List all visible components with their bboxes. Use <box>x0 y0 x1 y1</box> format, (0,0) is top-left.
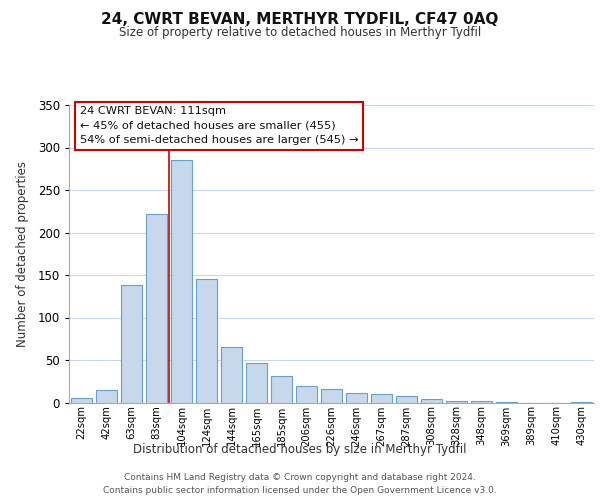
Text: Contains HM Land Registry data © Crown copyright and database right 2024.: Contains HM Land Registry data © Crown c… <box>124 472 476 482</box>
Bar <box>171 160 192 402</box>
Text: Contains public sector information licensed under the Open Government Licence v3: Contains public sector information licen… <box>103 486 497 495</box>
Bar <box>146 214 167 402</box>
Bar <box>346 393 367 402</box>
Bar <box>371 394 392 402</box>
Bar <box>196 279 217 402</box>
Text: Distribution of detached houses by size in Merthyr Tydfil: Distribution of detached houses by size … <box>133 442 467 456</box>
Bar <box>271 376 292 402</box>
Bar <box>246 364 267 403</box>
Bar <box>396 396 417 402</box>
Bar <box>71 398 92 402</box>
Bar <box>446 401 467 402</box>
Text: 24 CWRT BEVAN: 111sqm
← 45% of detached houses are smaller (455)
54% of semi-det: 24 CWRT BEVAN: 111sqm ← 45% of detached … <box>79 106 358 146</box>
Bar <box>296 386 317 402</box>
Text: 24, CWRT BEVAN, MERTHYR TYDFIL, CF47 0AQ: 24, CWRT BEVAN, MERTHYR TYDFIL, CF47 0AQ <box>101 12 499 28</box>
Y-axis label: Number of detached properties: Number of detached properties <box>16 161 29 347</box>
Bar <box>321 389 342 402</box>
Bar <box>421 399 442 402</box>
Text: Size of property relative to detached houses in Merthyr Tydfil: Size of property relative to detached ho… <box>119 26 481 39</box>
Bar <box>96 390 117 402</box>
Bar <box>471 401 492 402</box>
Bar <box>121 285 142 403</box>
Bar <box>221 347 242 403</box>
